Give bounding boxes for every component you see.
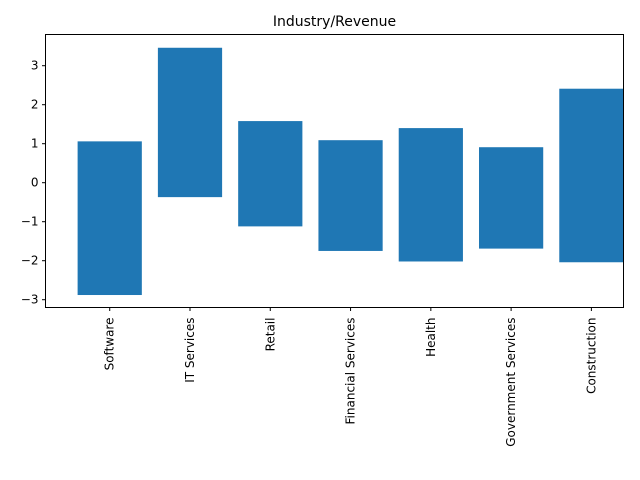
- bar-software: [77, 141, 142, 296]
- y-tick-label: 0: [31, 176, 39, 190]
- y-tick-label: −2: [21, 254, 39, 268]
- plot-frame: [45, 34, 624, 308]
- y-tick-label: 2: [31, 98, 39, 112]
- x-tick-label: Financial Services: [344, 318, 358, 425]
- x-tick-label: Construction: [584, 318, 598, 394]
- bars-group: [77, 47, 624, 296]
- y-tick-label: 3: [31, 59, 39, 73]
- x-axis: Software IT Services Retail Financial Servi…: [103, 307, 598, 447]
- x-tick-label: Software: [103, 318, 117, 371]
- y-tick-label: −3: [21, 293, 39, 307]
- x-tick-label: Health: [424, 318, 438, 357]
- bar-it-services: [157, 47, 223, 198]
- y-tick-label: −1: [21, 215, 39, 229]
- bar-retail: [238, 121, 303, 227]
- y-axis: −3 −2 −1 0 1 2 3: [21, 59, 46, 307]
- bar-government-services: [479, 147, 544, 249]
- chart-title: Industry/Revenue: [273, 14, 396, 30]
- x-tick-label: Government Services: [504, 318, 518, 447]
- bar-financial-services: [318, 140, 383, 251]
- bar-health: [398, 128, 463, 262]
- x-tick-label: IT Services: [183, 318, 197, 383]
- bar-construction: [559, 88, 624, 263]
- x-tick-label: Retail: [263, 318, 277, 352]
- y-tick-label: 1: [31, 137, 39, 151]
